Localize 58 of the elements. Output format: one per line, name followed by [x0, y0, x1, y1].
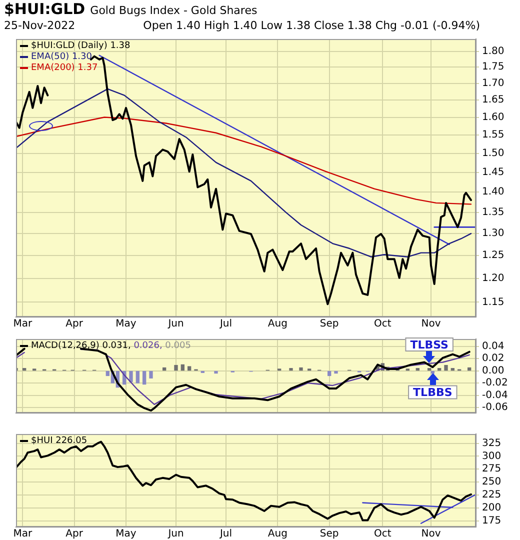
y-tick-label: 0.04 — [482, 340, 504, 352]
x-tick-label: Sep — [320, 318, 339, 330]
x-tick-label: Oct — [374, 528, 392, 540]
x-tick-label: May — [116, 318, 136, 330]
y-tick-label: 1.50 — [482, 148, 504, 159]
x-tick-label: Nov — [421, 528, 441, 540]
y-tick-label: 325 — [482, 438, 502, 449]
y-tick-label: 250 — [482, 476, 502, 488]
y-tick-label: 0.02 — [482, 353, 504, 364]
x-tick-label: Oct — [374, 318, 392, 330]
text: 25-Nov-2022 — [4, 19, 76, 32]
y-tick-label: 1.25 — [482, 250, 504, 262]
x-tick-label: May — [116, 528, 136, 540]
y-tick-label: -0.06 — [482, 402, 508, 414]
y-tick-label: 1.35 — [482, 207, 504, 218]
chart-title: $HUI:GLD — [4, 0, 86, 18]
x-tick-label: Sep — [320, 528, 339, 540]
x-tick-label: Apr — [66, 528, 84, 540]
x-tick-label: Jul — [218, 318, 232, 330]
annotation: TLBBS — [413, 386, 452, 400]
x-tick-label: Mar — [13, 528, 33, 540]
annotation: TLBSS — [410, 338, 449, 352]
x-tick-label: Aug — [268, 528, 288, 540]
x-tick-label: Apr — [66, 318, 84, 330]
x-tick-label: Jun — [167, 318, 184, 330]
legend-label: $HUI:GLD (Daily) 1.38 — [31, 40, 131, 51]
x-tick-label: Jul — [218, 528, 232, 540]
y-tick-label: 1.40 — [482, 186, 504, 198]
y-tick-label: 1.45 — [482, 166, 504, 178]
x-tick-label: Mar — [13, 318, 33, 330]
y-tick-label: 200 — [482, 502, 502, 514]
y-tick-label: 1.20 — [482, 272, 504, 284]
y-tick-label: 275 — [482, 464, 502, 475]
x-tick-label: Nov — [421, 318, 441, 330]
legend-label: MACD(12,26,9) 0.031, — [31, 340, 131, 351]
chart-subtitle: Gold Bugs Index - Gold Shares — [90, 4, 258, 17]
legend-label: EMA(200) 1.37 — [31, 62, 98, 73]
y-tick-label: -0.02 — [482, 378, 508, 389]
y-tick-label: -0.04 — [482, 390, 508, 401]
text: Open 1.40 High 1.40 Low 1.38 Close 1.38 Chg -0.01 (-0.94%) — [143, 19, 480, 32]
x-tick-label: Aug — [268, 318, 288, 330]
y-tick-label: 1.30 — [482, 228, 504, 240]
y-tick-label: 1.75 — [482, 62, 504, 73]
y-tick-label: 1.70 — [482, 78, 504, 89]
series-label: 0.005 — [165, 340, 191, 351]
y-tick-label: 1.15 — [482, 296, 504, 308]
y-tick-label: 1.60 — [482, 112, 504, 123]
legend-label: $HUI 226.05 — [31, 436, 88, 446]
y-tick-label: 1.80 — [482, 46, 504, 57]
y-tick-label: 225 — [482, 490, 502, 501]
y-tick-label: 0.00 — [482, 365, 504, 376]
legend-label: EMA(50) 1.30 — [31, 52, 92, 62]
y-tick-label: 1.55 — [482, 130, 504, 141]
y-tick-label: 175 — [482, 515, 502, 526]
text: 0.026, — [134, 340, 162, 351]
y-tick-label: 300 — [482, 450, 502, 462]
x-tick-label: Jun — [167, 528, 184, 540]
y-tick-label: 1.65 — [482, 94, 504, 106]
